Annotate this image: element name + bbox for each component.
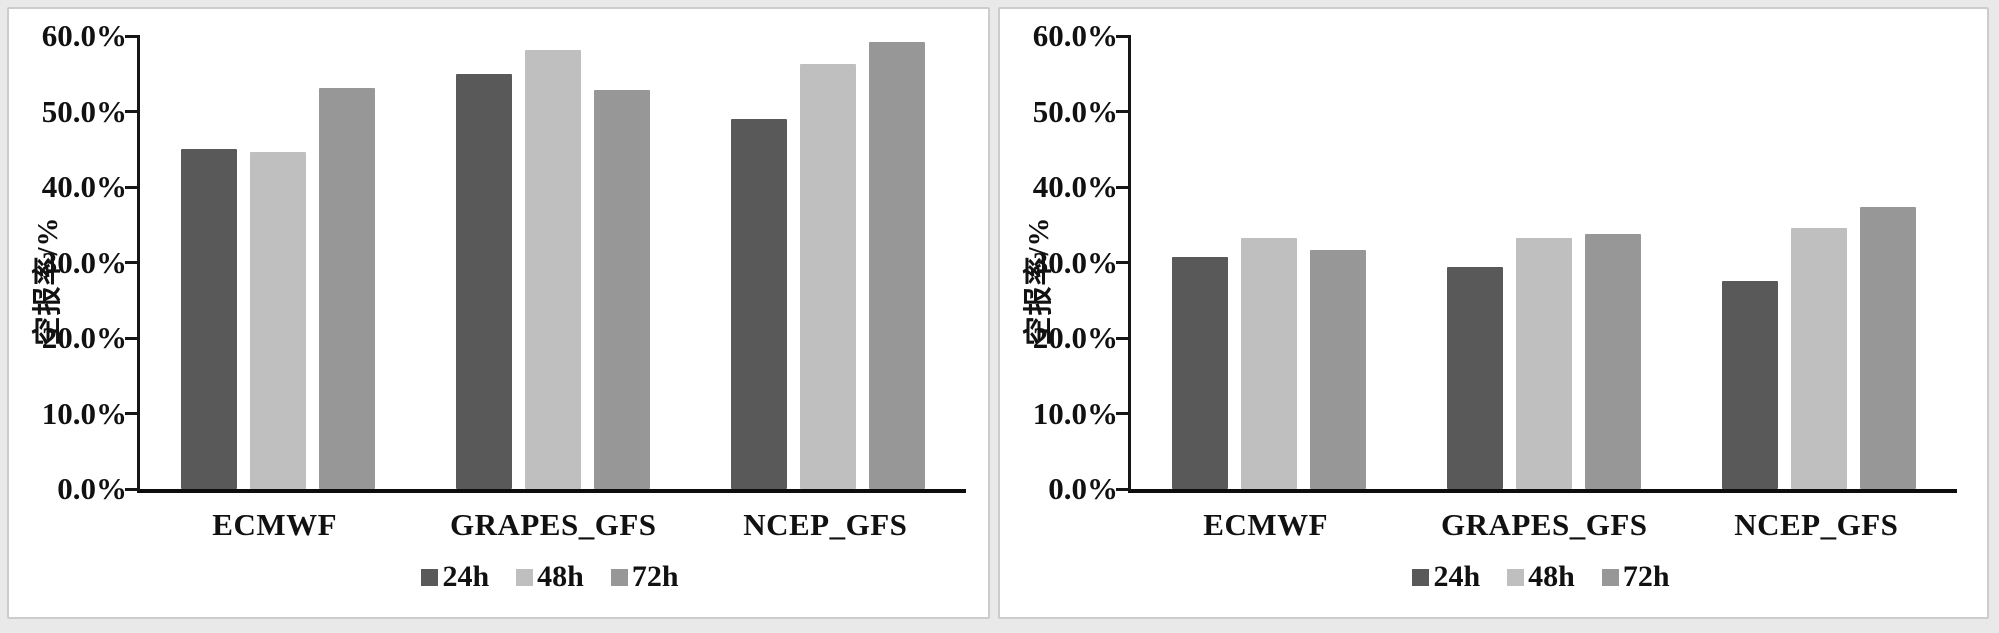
y-axis-tick-label: 0.0% — [1048, 471, 1118, 506]
legend-item-48h: 48h — [1507, 560, 1575, 594]
bar-ecmwf-48h — [1240, 237, 1297, 489]
x-axis-category-row: ECMWF GRAPES_GFS NCEP_GFS — [1128, 507, 1954, 543]
bar-group-grapes_gfs — [1446, 233, 1641, 489]
x-axis-category-label: GRAPES_GFS — [449, 507, 657, 542]
bar-group-grapes_gfs — [455, 50, 650, 489]
chart-panel-right: 空报率/% 0.0% 10.0% 20.0% 30.0% 40.0% 50.0% 60.0%… — [998, 7, 1989, 619]
bar-grapes_gfs-72h — [593, 90, 650, 489]
legend-label: 48h — [537, 560, 584, 593]
x-axis-category-label: ECMWF — [212, 507, 338, 542]
bar-group-ecmwf — [180, 88, 375, 489]
y-axis-tick-label: 30.0% — [41, 244, 127, 280]
y-axis-tick-label: 10.0% — [41, 395, 127, 431]
legend-swatch-icon — [1507, 568, 1525, 586]
plot-area — [1116, 34, 1957, 493]
legend-item-24h: 24h — [421, 560, 489, 594]
bar-ncep_gfs-72h — [869, 42, 926, 489]
legend-swatch-icon — [1412, 568, 1430, 586]
y-axis-tick — [1116, 412, 1131, 415]
y-axis-labels: 0.0% 10.0% 20.0% 30.0% 40.0% 50.0% 60.0% — [9, 9, 127, 617]
bar-ncep_gfs-48h — [1791, 227, 1848, 489]
y-axis-tick — [1116, 336, 1131, 340]
y-axis-tick — [125, 412, 140, 415]
legend-label: 24h — [442, 560, 490, 593]
bar-grapes_gfs-72h — [1584, 233, 1641, 489]
x-axis-category-row: ECMWF GRAPES_GFS NCEP_GFS — [137, 507, 963, 543]
chart-panel-left: 空报率/% 0.0% 10.0% 20.0% 30.0% 40.0% 50.0% 60.0%… — [7, 7, 990, 619]
y-axis-tick-label: 20.0% — [1032, 320, 1118, 355]
bar-group-ncep_gfs — [1722, 207, 1917, 489]
y-axis-tick-label: 40.0% — [41, 169, 127, 204]
bar-ncep_gfs-24h — [1722, 281, 1779, 489]
bar-groups — [1131, 36, 1957, 489]
bar-groups — [140, 36, 966, 489]
y-axis-tick — [125, 185, 140, 189]
bar-chart-left: 空报率/% 0.0% 10.0% 20.0% 30.0% 40.0% 50.0% 60.0%… — [9, 9, 988, 617]
legend-item-72h: 72h — [1601, 560, 1670, 594]
y-axis-tick — [1116, 487, 1131, 491]
bar-ecmwf-72h — [318, 88, 375, 489]
y-axis-tick-label: 0.0% — [57, 471, 127, 506]
legend-swatch-icon — [1601, 568, 1619, 586]
legend-swatch-icon — [516, 568, 534, 586]
y-axis-tick-label: 60.0% — [41, 18, 127, 53]
legend-label: 72h — [631, 560, 679, 593]
y-axis-tick — [1116, 185, 1131, 189]
bar-ecmwf-72h — [1309, 250, 1366, 489]
y-axis-tick-label: 20.0% — [41, 320, 127, 355]
y-axis-tick — [125, 34, 140, 38]
y-axis-tick — [1116, 261, 1131, 264]
y-axis-tick — [125, 110, 140, 113]
y-axis-tick-label: 50.0% — [41, 93, 127, 129]
bar-grapes_gfs-24h — [455, 73, 512, 489]
y-axis-tick-label: 50.0% — [1032, 93, 1118, 129]
x-axis-category-label: ECMWF — [1203, 507, 1329, 542]
legend-swatch-icon — [421, 568, 439, 586]
bar-ncep_gfs-24h — [731, 119, 788, 489]
bar-ecmwf-48h — [249, 152, 306, 489]
bar-ncep_gfs-48h — [800, 63, 857, 489]
legend-item-72h: 72h — [610, 560, 679, 594]
y-axis-tick-label: 60.0% — [1032, 18, 1118, 53]
bar-group-ecmwf — [1171, 237, 1366, 489]
bar-ncep_gfs-72h — [1860, 207, 1917, 489]
bar-ecmwf-24h — [1171, 257, 1228, 489]
legend-swatch-icon — [610, 568, 628, 586]
bar-chart-right: 空报率/% 0.0% 10.0% 20.0% 30.0% 40.0% 50.0% 60.0%… — [1000, 9, 1987, 617]
y-axis-labels: 0.0% 10.0% 20.0% 30.0% 40.0% 50.0% 60.0% — [1000, 9, 1118, 617]
y-axis-tick — [125, 487, 140, 491]
legend: 24h 48h 72h — [137, 560, 963, 594]
bar-group-ncep_gfs — [731, 42, 926, 489]
plot-area — [125, 34, 966, 493]
legend-item-48h: 48h — [516, 560, 584, 594]
y-axis-tick — [1116, 34, 1131, 38]
y-axis-tick — [125, 261, 140, 264]
y-axis-tick — [125, 336, 140, 340]
y-axis-tick-label: 30.0% — [1032, 244, 1118, 280]
x-axis-category-label: GRAPES_GFS — [1440, 507, 1648, 542]
legend-label: 24h — [1433, 560, 1481, 593]
x-axis-category-label: NCEP_GFS — [1734, 507, 1899, 542]
bar-ecmwf-24h — [180, 149, 237, 489]
bar-grapes_gfs-48h — [524, 50, 581, 489]
legend: 24h 48h 72h — [1128, 560, 1954, 594]
legend-label: 72h — [1622, 560, 1670, 593]
legend-item-24h: 24h — [1412, 560, 1480, 594]
y-axis-tick — [1116, 110, 1131, 113]
legend-label: 48h — [1528, 560, 1575, 593]
x-axis-category-label: NCEP_GFS — [743, 507, 908, 542]
y-axis-tick-label: 10.0% — [1032, 395, 1118, 431]
bar-grapes_gfs-48h — [1515, 238, 1572, 489]
y-axis-tick-label: 40.0% — [1032, 169, 1118, 204]
bar-grapes_gfs-24h — [1446, 267, 1503, 489]
